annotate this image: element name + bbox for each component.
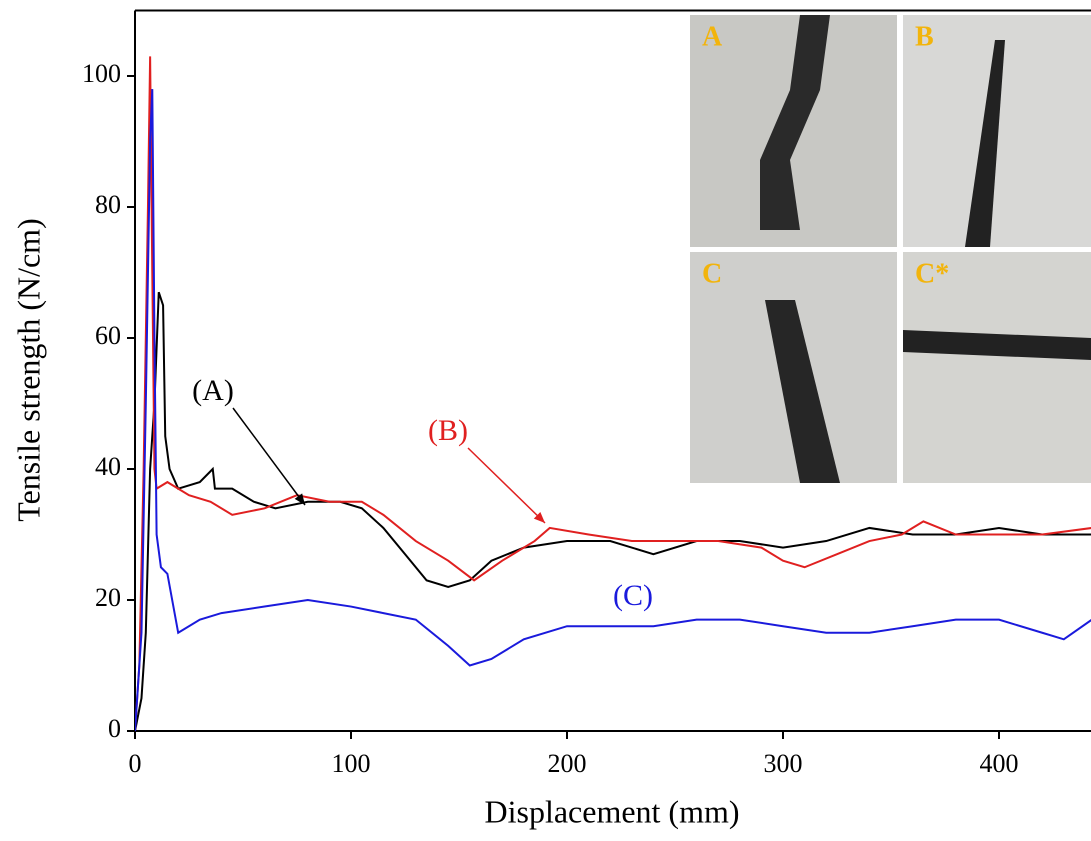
inset-label: C <box>702 258 722 289</box>
x-tick-label: 200 <box>548 749 587 778</box>
arrow-head <box>533 511 545 523</box>
photo-detail <box>965 40 1005 247</box>
series-label: (A) <box>192 374 234 407</box>
y-axis-title: Tensile strength (N/cm) <box>10 218 46 521</box>
inset-label: C* <box>915 258 949 289</box>
data-line <box>135 89 1091 732</box>
annotation-arrow <box>232 407 306 506</box>
y-tick-label: 20 <box>95 583 121 612</box>
y-tick-label: 0 <box>108 714 121 743</box>
inset-label: B <box>915 21 934 52</box>
data-line <box>135 56 1091 732</box>
plot-area <box>135 56 1091 732</box>
annotation-arrow <box>467 447 546 524</box>
x-tick-label: 400 <box>980 749 1019 778</box>
arrow-head <box>294 493 305 505</box>
x-tick-label: 300 <box>764 749 803 778</box>
data-line <box>135 291 1091 732</box>
y-tick-label: 80 <box>95 190 121 219</box>
y-tick-label: 60 <box>95 321 121 350</box>
x-axis-title: Displacement (mm) <box>484 793 739 829</box>
photo-detail <box>903 330 1091 360</box>
y-tick-label: 100 <box>82 59 121 88</box>
y-tick-label: 40 <box>95 452 121 481</box>
series-label: (B) <box>428 414 468 447</box>
x-tick-label: 100 <box>332 749 371 778</box>
inset-label: A <box>702 21 723 52</box>
series-label: (C) <box>613 579 653 612</box>
inset-photo <box>903 252 1091 483</box>
photo-detail <box>760 15 830 230</box>
x-tick-label: 0 <box>129 749 142 778</box>
photo-detail <box>765 300 840 483</box>
